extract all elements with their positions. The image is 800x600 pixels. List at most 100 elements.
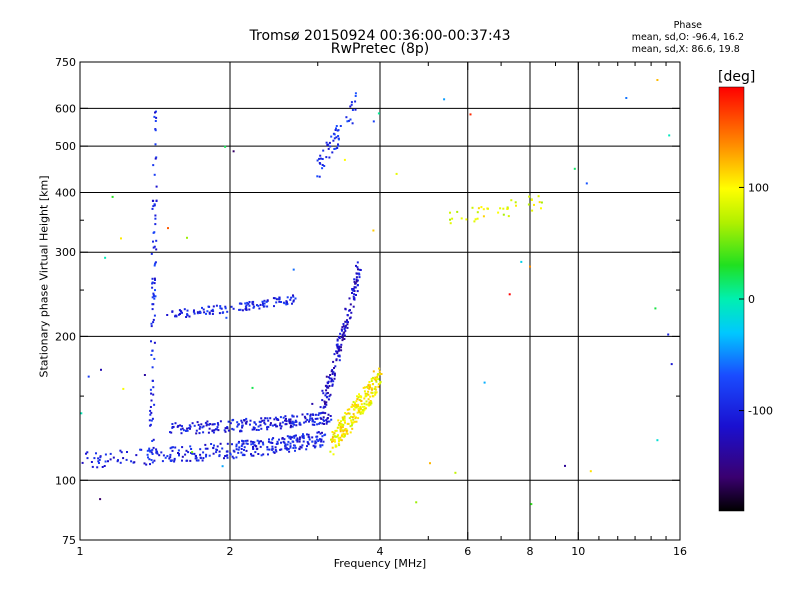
- data-point: [201, 459, 204, 462]
- data-point: [181, 455, 184, 458]
- data-point: [257, 304, 260, 307]
- data-point: [217, 429, 220, 432]
- data-point: [538, 201, 541, 204]
- data-point: [154, 157, 157, 160]
- data-point: [262, 302, 264, 305]
- data-point: [206, 420, 209, 423]
- data-point: [287, 440, 290, 443]
- data-point: [305, 448, 308, 451]
- data-point: [98, 458, 101, 461]
- data-point: [353, 415, 356, 418]
- data-point: [265, 300, 268, 303]
- data-point: [176, 425, 179, 428]
- data-point: [337, 442, 340, 445]
- data-point: [226, 310, 229, 313]
- data-point: [508, 293, 511, 296]
- data-point: [202, 451, 205, 454]
- data-point: [357, 417, 360, 420]
- data-point: [260, 440, 262, 443]
- data-point: [151, 349, 154, 352]
- data-point: [236, 425, 239, 428]
- data-point: [262, 443, 265, 446]
- data-point: [353, 290, 356, 292]
- data-point: [353, 280, 356, 283]
- data-point: [150, 411, 153, 414]
- data-point: [315, 438, 318, 441]
- data-point: [227, 420, 230, 423]
- data-point: [216, 428, 218, 431]
- data-point: [95, 452, 97, 455]
- data-point: [378, 367, 381, 370]
- data-point: [370, 377, 373, 380]
- data-point: [296, 415, 299, 418]
- data-point: [323, 165, 326, 167]
- data-point: [322, 149, 325, 152]
- data-point: [276, 440, 279, 443]
- data-point: [318, 157, 321, 160]
- data-point: [352, 404, 355, 407]
- data-point: [377, 378, 380, 381]
- data-point: [321, 167, 324, 170]
- data-point: [232, 307, 235, 310]
- data-point: [334, 147, 337, 150]
- data-point: [300, 446, 303, 449]
- data-point: [284, 447, 287, 450]
- data-point: [359, 395, 362, 398]
- data-point: [351, 292, 353, 294]
- data-point: [301, 444, 304, 447]
- data-point: [191, 422, 194, 425]
- data-point: [252, 300, 255, 303]
- data-point: [331, 437, 334, 440]
- data-point: [351, 427, 354, 430]
- data-point: [250, 440, 253, 443]
- data-point: [346, 323, 349, 326]
- data-point: [367, 403, 370, 406]
- data-point: [153, 297, 156, 300]
- data-point: [324, 402, 326, 405]
- data-point: [328, 377, 331, 380]
- data-point: [218, 312, 221, 315]
- data-point: [327, 376, 330, 379]
- data-point: [224, 430, 227, 433]
- data-point: [327, 382, 329, 385]
- data-point: [207, 305, 210, 308]
- data-point: [187, 427, 190, 430]
- data-point: [213, 444, 215, 447]
- data-point: [199, 311, 202, 314]
- data-point: [667, 333, 670, 336]
- data-point: [226, 456, 229, 459]
- data-point: [177, 449, 180, 452]
- data-point: [333, 367, 335, 369]
- data-point: [359, 269, 362, 271]
- data-point: [337, 419, 340, 422]
- data-point: [365, 393, 368, 396]
- data-point: [109, 452, 112, 455]
- data-point: [309, 414, 312, 417]
- data-point: [238, 446, 241, 449]
- data-point: [339, 332, 342, 335]
- data-point: [298, 448, 301, 451]
- data-point: [249, 419, 252, 422]
- data-point: [471, 206, 474, 209]
- data-point: [335, 127, 337, 130]
- data-point: [97, 460, 100, 463]
- data-point: [338, 438, 341, 441]
- data-point: [80, 412, 83, 415]
- data-point: [292, 300, 295, 303]
- data-point: [238, 308, 241, 311]
- data-point: [268, 448, 271, 451]
- data-point: [340, 426, 343, 429]
- data-point: [104, 256, 107, 259]
- data-point: [341, 326, 344, 329]
- data-point: [343, 158, 346, 161]
- data-point: [363, 402, 366, 405]
- x-tick-label: 1: [77, 545, 84, 558]
- data-point: [225, 316, 228, 319]
- data-point: [372, 229, 375, 232]
- data-point: [319, 406, 322, 409]
- data-point: [267, 453, 269, 456]
- data-point: [160, 451, 163, 454]
- data-point: [670, 363, 673, 366]
- data-point: [288, 422, 291, 425]
- data-point: [324, 433, 327, 436]
